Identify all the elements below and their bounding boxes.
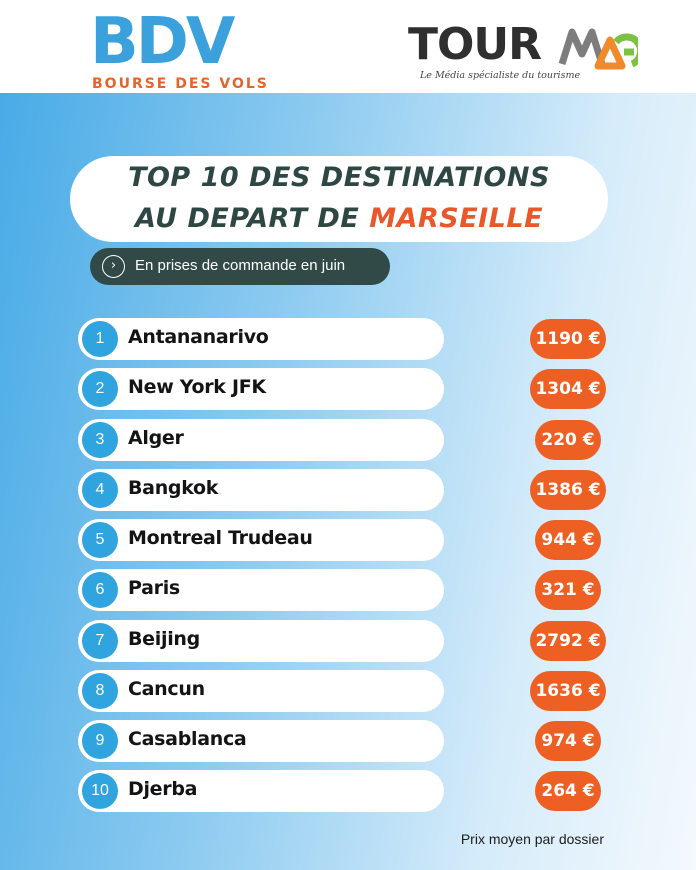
rank-badge: 5 <box>82 522 118 558</box>
destination-name: Cancun <box>128 678 205 700</box>
tourmag-logo-word: TOUR <box>408 19 542 70</box>
ranking-row: 2 New York JFK 1304 € <box>0 368 696 412</box>
title-city-accent: MARSEILLE <box>369 203 544 234</box>
title-banner: TOP 10 DES DESTINATIONS AU DEPART DE MAR… <box>70 156 608 242</box>
destination-name: Bangkok <box>128 477 219 499</box>
rank-badge: 7 <box>82 623 118 659</box>
destination-pill: 1 Antananarivo <box>78 318 444 360</box>
destination-name: Montreal Trudeau <box>128 527 313 549</box>
rank-badge: 8 <box>82 673 118 709</box>
rank-badge: 1 <box>82 321 118 357</box>
price-pill: 1386 € <box>530 470 606 510</box>
tourmag-logo-tagline: Le Média spécialiste du tourisme <box>420 70 581 81</box>
ranking-row: 7 Beijing 2792 € <box>0 620 696 664</box>
rank-badge: 2 <box>82 371 118 407</box>
bdv-logo: BDV BOURSE DES VOLS <box>90 6 270 94</box>
destination-pill: 2 New York JFK <box>78 368 444 410</box>
destination-name: Paris <box>128 577 180 599</box>
chevron-right-icon: › <box>102 255 125 278</box>
header-bar: BDV BOURSE DES VOLS TOUR Le Média spécia… <box>0 0 696 93</box>
ranking-row: 4 Bangkok 1386 € <box>0 469 696 513</box>
title-line-1: TOP 10 DES DESTINATIONS <box>128 162 550 193</box>
ranking-row: 9 Casablanca 974 € <box>0 720 696 764</box>
destination-pill: 8 Cancun <box>78 670 444 712</box>
subtitle-pill: › En prises de commande en juin <box>90 248 390 285</box>
price-pill: 1190 € <box>530 319 606 359</box>
rank-badge: 3 <box>82 422 118 458</box>
rank-badge: 10 <box>82 773 118 809</box>
price-pill: 974 € <box>535 721 601 761</box>
rank-badge: 9 <box>82 723 118 759</box>
destination-name: Antananarivo <box>128 326 269 348</box>
price-pill: 944 € <box>535 520 601 560</box>
footnote: Prix moyen par dossier <box>460 831 604 847</box>
price-pill: 264 € <box>535 771 601 811</box>
destination-name: Casablanca <box>128 728 247 750</box>
tourmag-logo: TOUR Le Média spécialiste du tourisme <box>408 18 648 88</box>
destination-name: Alger <box>128 427 184 449</box>
destination-pill: 3 Alger <box>78 419 444 461</box>
ranking-row: 5 Montreal Trudeau 944 € <box>0 519 696 563</box>
price-pill: 2792 € <box>530 621 606 661</box>
rank-badge: 4 <box>82 472 118 508</box>
ranking-row: 10 Djerba 264 € <box>0 770 696 814</box>
destination-name: Djerba <box>128 778 198 800</box>
destination-pill: 6 Paris <box>78 569 444 611</box>
destination-pill: 4 Bangkok <box>78 469 444 511</box>
destination-pill: 9 Casablanca <box>78 720 444 762</box>
rank-badge: 6 <box>82 572 118 608</box>
destination-pill: 10 Djerba <box>78 770 444 812</box>
title-line-2: AU DEPART DE MARSEILLE <box>70 203 608 234</box>
bdv-logo-tagline: BOURSE DES VOLS <box>92 76 269 92</box>
destination-pill: 5 Montreal Trudeau <box>78 519 444 561</box>
subtitle-text: En prises de commande en juin <box>135 257 346 274</box>
price-pill: 220 € <box>535 420 601 460</box>
destination-name: New York JFK <box>128 376 266 398</box>
price-pill: 1636 € <box>530 671 606 711</box>
destination-pill: 7 Beijing <box>78 620 444 662</box>
destination-name: Beijing <box>128 628 200 650</box>
ranking-row: 3 Alger 220 € <box>0 419 696 463</box>
price-pill: 321 € <box>535 570 601 610</box>
tourmag-mag-mark-icon <box>558 28 638 70</box>
ranking-row: 6 Paris 321 € <box>0 569 696 613</box>
title-line-2-prefix: AU DEPART DE <box>134 203 370 234</box>
ranking-row: 8 Cancun 1636 € <box>0 670 696 714</box>
ranking-row: 1 Antananarivo 1190 € <box>0 318 696 362</box>
bdv-logo-letters: BDV <box>90 5 235 79</box>
price-pill: 1304 € <box>530 369 606 409</box>
